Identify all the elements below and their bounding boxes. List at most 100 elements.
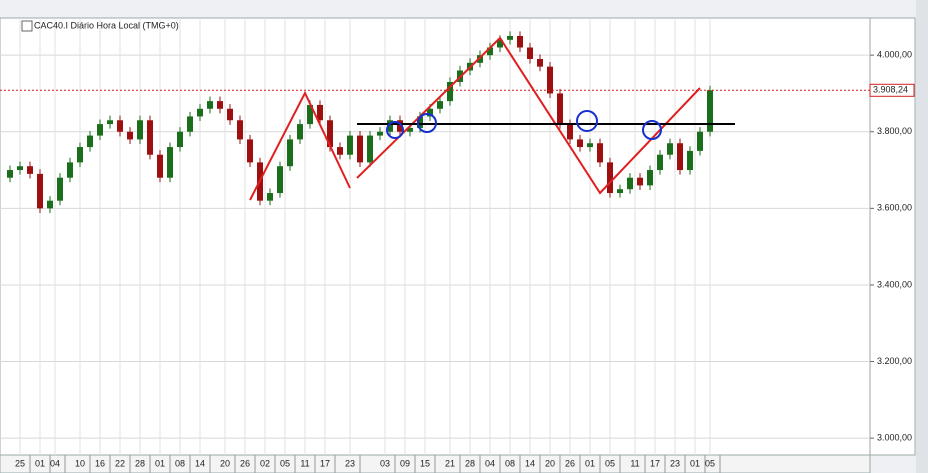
- x-tick-label: 28: [135, 458, 145, 468]
- x-tick-label: 22: [115, 458, 125, 468]
- candle-body: [137, 120, 143, 140]
- candle-body: [207, 101, 213, 109]
- scrollbar: [916, 0, 928, 473]
- candle-body: [677, 143, 683, 171]
- candle-body: [37, 173, 43, 209]
- candle-body: [327, 120, 333, 148]
- candle-body: [527, 47, 533, 59]
- candle-body: [477, 55, 483, 63]
- candle-body: [287, 139, 293, 167]
- x-tick-label: 14: [195, 458, 205, 468]
- x-tick-label: 01: [690, 458, 700, 468]
- candle-body: [407, 127, 413, 132]
- candle-body: [67, 162, 73, 178]
- circle-marker: [386, 121, 404, 139]
- x-tick-label: 15: [420, 458, 430, 468]
- chart-icon[interactable]: [21, 20, 33, 32]
- circle-marker: [642, 120, 662, 140]
- candle-body: [367, 135, 373, 163]
- candle-body: [657, 154, 663, 171]
- candle-body: [577, 139, 583, 148]
- candle-body: [277, 166, 283, 194]
- candle-body: [117, 120, 123, 132]
- x-tick-label: 17: [320, 458, 330, 468]
- x-tick-label: 02: [260, 458, 270, 468]
- x-tick-label: 04: [485, 458, 495, 468]
- candle-body: [417, 116, 423, 128]
- x-tick-label: 05: [605, 458, 615, 468]
- candle-body: [517, 36, 523, 48]
- grid: [0, 18, 870, 455]
- x-tick-label: 28: [465, 458, 475, 468]
- x-tick-label: 20: [545, 458, 555, 468]
- candle-body: [637, 177, 643, 186]
- candle-body: [377, 131, 383, 136]
- candle-body: [177, 131, 183, 148]
- candle-body: [537, 58, 543, 67]
- candle-body: [87, 135, 93, 148]
- annotations: [249, 36, 735, 201]
- x-tick-label: 01: [585, 458, 595, 468]
- x-tick-label: 01: [155, 458, 165, 468]
- candle-body: [557, 93, 563, 125]
- candle-body: [647, 170, 653, 186]
- candle-body: [447, 81, 453, 102]
- candle-body: [317, 104, 323, 121]
- candle-body: [227, 108, 233, 121]
- y-tick-label: 3.000,00: [877, 433, 912, 443]
- candle-body: [707, 90, 713, 132]
- last-price-box: [869, 83, 915, 97]
- candle-body: [17, 166, 23, 171]
- x-tick-label: 08: [175, 458, 185, 468]
- x-tick-label: 11: [630, 458, 639, 468]
- candle-body: [147, 120, 153, 155]
- candle-body: [437, 101, 443, 109]
- candle-body: [57, 177, 63, 201]
- x-tick-label: 09: [400, 458, 410, 468]
- x-tick-label: 23: [670, 458, 680, 468]
- candle-body: [567, 124, 573, 140]
- x-tick-label: 01: [35, 458, 45, 468]
- circle-marker: [417, 113, 437, 133]
- x-tick-label: 16: [95, 458, 105, 468]
- x-tick-label: 23: [345, 458, 355, 468]
- candle-body: [487, 47, 493, 56]
- candle-body: [97, 124, 103, 136]
- candle-body: [27, 166, 33, 174]
- x-tick-label: 04: [50, 458, 60, 468]
- x-tick-label: 25: [15, 458, 25, 468]
- candles: [7, 31, 713, 213]
- candle-body: [427, 108, 433, 117]
- y-tick-label: 3.200,00: [877, 356, 912, 366]
- candle-body: [217, 101, 223, 109]
- candle-body: [247, 139, 253, 163]
- candle-body: [587, 143, 593, 148]
- candle-body: [617, 189, 623, 194]
- y-tick-label: 3.800,00: [877, 126, 912, 136]
- candle-body: [347, 135, 353, 155]
- candle-body: [627, 177, 633, 190]
- x-tick-label: 17: [650, 458, 660, 468]
- candle-body: [167, 147, 173, 178]
- x-tick-label: 05: [705, 458, 715, 468]
- x-tick-label: 26: [240, 458, 250, 468]
- plot-area: [0, 17, 871, 456]
- candle-body: [497, 39, 503, 48]
- x-tick-label: 14: [525, 458, 535, 468]
- x-tick-label: 05: [280, 458, 290, 468]
- chart-title[interactable]: CAC40.I Diário Hora Local (TMG+0): [34, 20, 179, 30]
- pattern-line: [356, 36, 701, 195]
- candle-body: [357, 135, 363, 163]
- candle-body: [47, 200, 53, 209]
- pattern-line: [249, 90, 351, 201]
- candle-body: [697, 131, 703, 151]
- y-tick-label: 3.400,00: [877, 279, 912, 289]
- candle-body: [297, 124, 303, 140]
- candle-body: [77, 147, 83, 163]
- candle-body: [597, 143, 603, 163]
- candle-body: [197, 108, 203, 117]
- candle-body: [107, 120, 113, 125]
- candle-body: [127, 131, 133, 140]
- candle-body: [157, 154, 163, 178]
